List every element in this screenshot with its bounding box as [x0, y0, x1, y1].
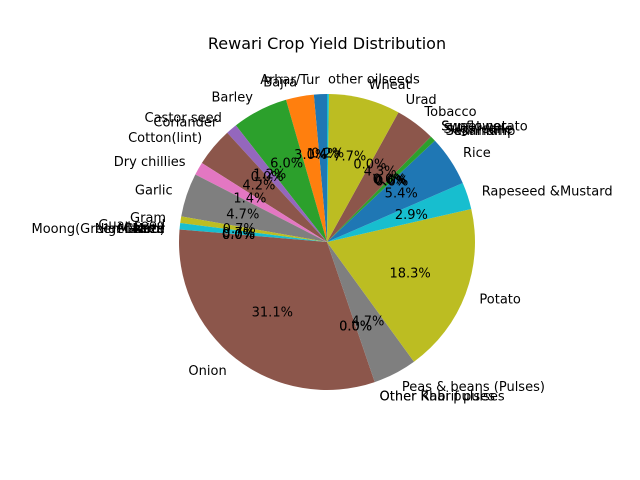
category-label-gram: Gram: [130, 211, 166, 226]
pct-label-cotton-lint: 4.2%: [242, 179, 275, 194]
pct-label-wheat: 7.7%: [333, 150, 366, 165]
pie-slice-onion: [179, 229, 375, 391]
pct-label-dry-chillies: 1.4%: [233, 192, 266, 207]
pct-label-other-oilseeds: 0.2%: [311, 147, 344, 162]
pct-label-masoor: 0.0%: [222, 228, 255, 243]
category-label-masoor: Masoor: [118, 222, 166, 237]
category-label-moong-green-gram: Moong(Green Gram): [31, 222, 164, 237]
category-label-peas-beans-pulses: Peas & beans (Pulses): [402, 380, 545, 395]
pct-label-niger-seed: 0.0%: [222, 228, 255, 243]
category-label-coriander: Coriander: [153, 115, 217, 130]
category-label-sweet-potato: Sweet potato: [441, 120, 527, 135]
pct-label-urad: 0.0%: [353, 158, 386, 173]
chart-title: Rewari Crop Yield Distribution: [208, 34, 446, 53]
category-label-potato: Potato: [479, 293, 520, 308]
pie-slice-cotton-lint: [201, 132, 327, 242]
category-label-garlic: Garlic: [135, 184, 173, 199]
pct-label-onion: 31.1%: [252, 306, 293, 321]
pct-label-moong-green-gram: 0.0%: [222, 228, 255, 243]
pct-label-tobacco: 4.3%: [364, 164, 397, 179]
category-label-other-rabi-pulses: Other Rabi pulses: [380, 390, 496, 405]
category-label-tobacco: Tobacco: [423, 105, 476, 120]
pie-slices: [179, 93, 475, 391]
pct-label-peas-beans-pulses: 4.7%: [351, 314, 384, 329]
pct-label-moth: 0.0%: [222, 228, 255, 243]
pie-slice-barley: [235, 99, 327, 242]
category-label-sesamum: Sesamum: [446, 124, 511, 139]
pie-slice-castor-seed: [227, 125, 327, 242]
pct-label-rapeseed-mustard: 2.9%: [395, 208, 428, 223]
category-label-urad: Urad: [406, 93, 437, 108]
pct-label-garlic: 4.7%: [226, 207, 259, 222]
category-label-sannhamp: Sannhamp: [446, 124, 516, 139]
category-label-arhar-tur: Arhar/Tur: [260, 73, 320, 88]
pct-label-other-rabi-pulses: 0.0%: [339, 320, 372, 335]
category-label-guar-seed: Guar seed: [98, 218, 165, 233]
category-label-wheat: Wheat: [369, 78, 411, 93]
pct-label-guar-seed: 0.7%: [222, 226, 255, 241]
pie-slice-dry-chillies: [195, 163, 327, 242]
pie-slice-sugarcane: [327, 136, 435, 242]
category-label-moth: Moth: [132, 222, 165, 237]
pct-label-castor-seed: 1.2%: [253, 168, 286, 183]
category-label-dry-chillies: Dry chillies: [114, 155, 186, 170]
pct-label-other-kharif-pulses: 0.0%: [339, 320, 372, 335]
pct-label-barley: 6.0%: [270, 156, 303, 171]
pct-label-sesamum: 0.0%: [375, 175, 408, 190]
pie-slice-rapeseed-mustard: [327, 183, 472, 242]
category-label-sunflower: Sunflower: [441, 120, 507, 135]
pct-label-maize: 0.0%: [222, 228, 255, 243]
pct-label-sweet-potato: 0.0%: [373, 172, 406, 187]
category-label-bajra: Bajra: [263, 76, 297, 91]
percent-labels: 1.4%3.0%6.0%1.2%0.0%4.2%1.4%4.7%0.7%0.7%…: [222, 147, 431, 335]
category-label-other-oilseeds: other oilseeds: [328, 73, 420, 88]
category-label-rice: Rice: [463, 146, 491, 161]
pct-label-coriander: 0.0%: [251, 170, 284, 185]
pie-slice-gram: [180, 216, 327, 242]
pie-slice-tobacco: [327, 112, 431, 243]
pie-slice-guar-seed: [179, 222, 327, 242]
pie-slice-wheat: [327, 94, 399, 242]
category-label-maize: Maize: [127, 222, 165, 237]
pie-slice-rice: [327, 140, 463, 242]
pct-label-rice: 5.4%: [385, 187, 418, 202]
pct-label-potato: 18.3%: [389, 267, 430, 282]
pie-slice-garlic: [181, 174, 327, 242]
pie-slice-bajra: [286, 94, 327, 242]
pct-label-sannhamp: 0.0%: [375, 175, 408, 190]
pct-label-sunflower: 0.0%: [373, 172, 406, 187]
pie-slice-peas-beans-pulses: [327, 242, 414, 383]
pie-slice-arhar-tur: [313, 94, 327, 242]
category-label-rapeseed-mustard: Rapeseed &Mustard: [482, 185, 613, 200]
pct-label-bajra: 3.0%: [294, 148, 327, 163]
pct-label-arhar-tur: 1.4%: [306, 147, 339, 162]
pie-slice-potato: [327, 209, 475, 362]
category-label-sugarcane: Sugarcane: [444, 122, 513, 137]
pct-label-sugarcane: 0.6%: [374, 174, 407, 189]
pie-slice-other-oilseeds: [327, 93, 329, 243]
category-label-barley: Barley: [211, 91, 253, 106]
pct-label-gram: 0.7%: [223, 222, 256, 237]
category-label-onion: Onion: [188, 364, 226, 379]
category-label-castor-seed: Castor seed: [145, 111, 222, 126]
category-label-cotton-lint: Cotton(lint): [128, 131, 202, 146]
category-label-other-kharif-pulses: Other Kharif pulses: [380, 390, 505, 405]
category-label-niger-seed: Niger seed: [95, 222, 165, 237]
